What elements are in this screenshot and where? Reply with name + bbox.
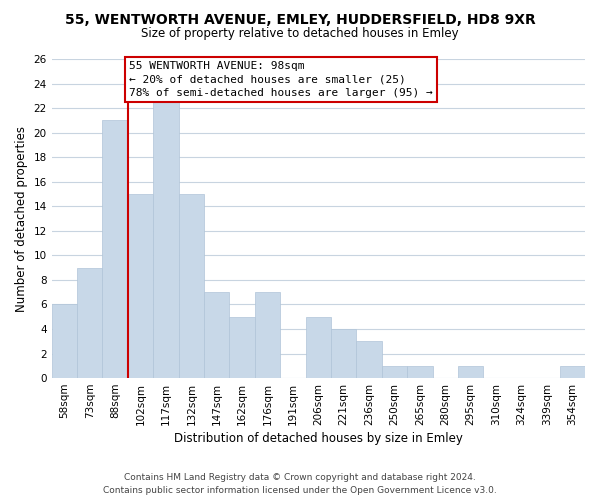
Bar <box>560 366 585 378</box>
Bar <box>128 194 153 378</box>
Bar <box>204 292 229 378</box>
Text: Size of property relative to detached houses in Emley: Size of property relative to detached ho… <box>141 28 459 40</box>
Bar <box>331 329 356 378</box>
Text: 55, WENTWORTH AVENUE, EMLEY, HUDDERSFIELD, HD8 9XR: 55, WENTWORTH AVENUE, EMLEY, HUDDERSFIEL… <box>65 12 535 26</box>
Bar <box>153 96 179 378</box>
Text: 55 WENTWORTH AVENUE: 98sqm
← 20% of detached houses are smaller (25)
78% of semi: 55 WENTWORTH AVENUE: 98sqm ← 20% of deta… <box>129 62 433 98</box>
Bar <box>77 268 103 378</box>
Y-axis label: Number of detached properties: Number of detached properties <box>15 126 28 312</box>
Bar <box>229 316 255 378</box>
Bar <box>103 120 128 378</box>
Bar <box>356 342 382 378</box>
Bar <box>179 194 204 378</box>
Bar <box>52 304 77 378</box>
X-axis label: Distribution of detached houses by size in Emley: Distribution of detached houses by size … <box>174 432 463 445</box>
Bar <box>305 316 331 378</box>
Bar <box>407 366 433 378</box>
Text: Contains HM Land Registry data © Crown copyright and database right 2024.
Contai: Contains HM Land Registry data © Crown c… <box>103 474 497 495</box>
Bar <box>382 366 407 378</box>
Bar <box>255 292 280 378</box>
Bar <box>458 366 484 378</box>
